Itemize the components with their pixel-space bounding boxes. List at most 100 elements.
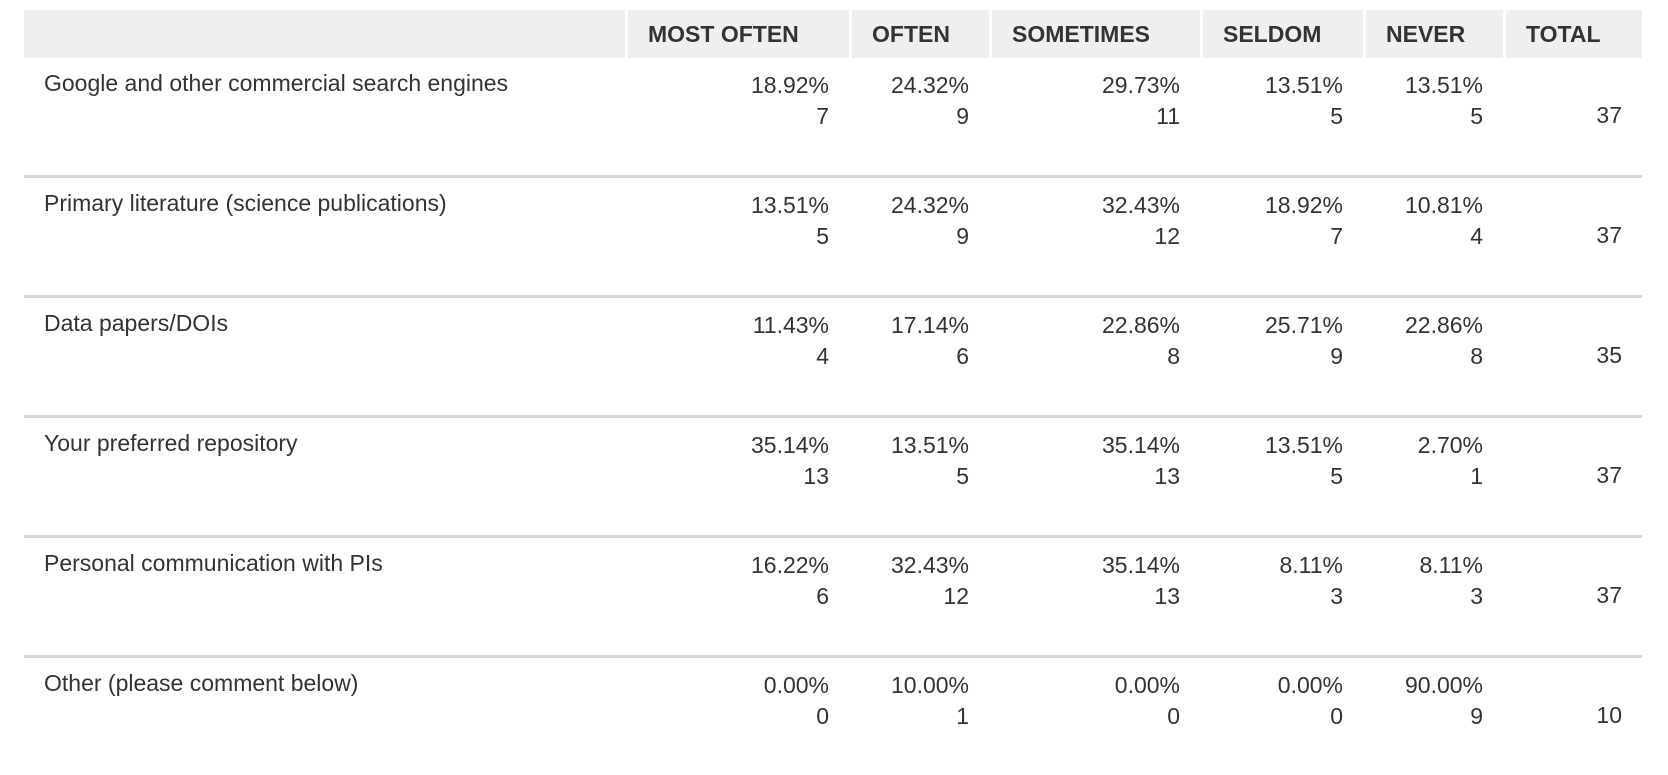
percent-value: 2.70% <box>1417 432 1483 458</box>
count-value: 13 <box>1154 463 1180 489</box>
count-value: 9 <box>956 223 969 249</box>
percent-value: 13.51% <box>1264 72 1343 98</box>
cell-never: 13.51% 5 <box>1363 58 1503 178</box>
total-value: 35 <box>1503 298 1642 418</box>
cell-seldom: 25.71% 9 <box>1200 298 1363 418</box>
count-value: 13 <box>1154 583 1180 609</box>
survey-results-table: MOST OFTEN OFTEN SOMETIMES SELDOM NEVER … <box>24 10 1642 775</box>
row-label: Primary literature (science publications… <box>24 178 625 298</box>
total-value: 37 <box>1503 418 1642 538</box>
percent-value: 11.43% <box>752 312 829 338</box>
cell-never: 22.86% 8 <box>1363 298 1503 418</box>
percent-value: 29.73% <box>1101 72 1180 98</box>
header-never: NEVER <box>1363 10 1503 58</box>
count-value: 11 <box>1156 103 1180 129</box>
cell-sometimes: 32.43% 12 <box>989 178 1200 298</box>
count-value: 4 <box>1470 223 1483 249</box>
percent-value: 18.92% <box>750 72 829 98</box>
count-value: 4 <box>816 343 829 369</box>
header-total: TOTAL <box>1503 10 1642 58</box>
count-value: 6 <box>956 343 969 369</box>
table-row: Primary literature (science publications… <box>24 178 1642 298</box>
count-value: 7 <box>816 103 829 129</box>
cell-never: 2.70% 1 <box>1363 418 1503 538</box>
cell-sometimes: 35.14% 13 <box>989 538 1200 658</box>
total-value: 37 <box>1503 538 1642 658</box>
count-value: 6 <box>816 583 829 609</box>
cell-often: 13.51% 5 <box>849 418 989 538</box>
percent-value: 22.86% <box>1404 312 1483 338</box>
cell-never: 90.00% 9 <box>1363 658 1503 775</box>
count-value: 5 <box>1470 103 1483 129</box>
count-value: 0 <box>1330 703 1343 729</box>
cell-sometimes: 35.14% 13 <box>989 418 1200 538</box>
count-value: 1 <box>1470 463 1483 489</box>
cell-often: 24.32% 9 <box>849 58 989 178</box>
header-blank-cell <box>24 10 625 58</box>
cell-sometimes: 29.73% 11 <box>989 58 1200 178</box>
percent-value: 13.51% <box>750 192 829 218</box>
percent-value: 0.00% <box>1277 672 1343 698</box>
row-label: Personal communication with PIs <box>24 538 625 658</box>
count-value: 0 <box>816 703 829 729</box>
total-value: 10 <box>1596 702 1622 728</box>
percent-value: 35.14% <box>1101 552 1180 578</box>
cell-seldom: 0.00% 0 <box>1200 658 1363 775</box>
table-row: Data papers/DOIs 11.43% 4 17.14% 6 22.86% 8 25.… <box>24 298 1642 418</box>
cell-often: 10.00% 1 <box>849 658 989 775</box>
count-value: 9 <box>956 103 969 129</box>
count-value: 7 <box>1330 223 1343 249</box>
count-value: 3 <box>1330 583 1343 609</box>
count-value: 9 <box>1330 343 1343 369</box>
percent-value: 90.00% <box>1404 672 1483 698</box>
count-value: 12 <box>1154 223 1180 249</box>
percent-value: 35.14% <box>1101 432 1180 458</box>
total-value: 37 <box>1503 178 1642 298</box>
percent-value: 32.43% <box>1101 192 1180 218</box>
table-row: Personal communication with PIs 16.22% 6 32… <box>24 538 1642 658</box>
percent-value: 10.81% <box>1404 192 1483 218</box>
percent-value: 8.11% <box>1279 552 1343 578</box>
cell-never: 8.11% 3 <box>1363 538 1503 658</box>
header-often: OFTEN <box>849 10 989 58</box>
percent-value: 0.00% <box>763 672 829 698</box>
cell-sometimes: 0.00% 0 <box>989 658 1200 775</box>
row-label: Google and other commercial search engin… <box>24 58 625 178</box>
cell-most-often: 35.14% 13 <box>625 418 849 538</box>
cell-seldom: 8.11% 3 <box>1200 538 1363 658</box>
count-value: 8 <box>1167 343 1180 369</box>
percent-value: 13.51% <box>890 432 969 458</box>
percent-value: 22.86% <box>1101 312 1180 338</box>
count-value: 5 <box>956 463 969 489</box>
count-value: 13 <box>803 463 829 489</box>
count-value: 8 <box>1470 343 1483 369</box>
count-value: 0 <box>1167 703 1180 729</box>
cell-never: 10.81% 4 <box>1363 178 1503 298</box>
cell-most-often: 13.51% 5 <box>625 178 849 298</box>
count-value: 9 <box>1470 703 1483 729</box>
table-row: Your preferred repository 35.14% 13 13.51% 5… <box>24 418 1642 538</box>
percent-value: 13.51% <box>1264 432 1343 458</box>
cell-often: 17.14% 6 <box>849 298 989 418</box>
percent-value: 17.14% <box>890 312 969 338</box>
table-row: Other (please comment below) 0.00% 0 10.00%… <box>24 658 1642 775</box>
cell-most-often: 0.00% 0 <box>625 658 849 775</box>
row-label: Other (please comment below) <box>44 670 359 696</box>
percent-value: 24.32% <box>890 192 969 218</box>
percent-value: 13.51% <box>1404 72 1483 98</box>
header-most-often: MOST OFTEN <box>625 10 849 58</box>
cell-seldom: 13.51% 5 <box>1200 58 1363 178</box>
percent-value: 8.11% <box>1419 552 1483 578</box>
row-label: Your preferred repository <box>24 418 625 538</box>
header-row: MOST OFTEN OFTEN SOMETIMES SELDOM NEVER … <box>24 10 1642 58</box>
cell-seldom: 13.51% 5 <box>1200 418 1363 538</box>
count-value: 12 <box>943 583 969 609</box>
count-value: 5 <box>1330 103 1343 129</box>
row-label: Data papers/DOIs <box>24 298 625 418</box>
cell-most-often: 16.22% 6 <box>625 538 849 658</box>
cell-most-often: 11.43% 4 <box>625 298 849 418</box>
header-sometimes: SOMETIMES <box>989 10 1200 58</box>
cell-often: 24.32% 9 <box>849 178 989 298</box>
percent-value: 24.32% <box>890 72 969 98</box>
percent-value: 18.92% <box>1264 192 1343 218</box>
